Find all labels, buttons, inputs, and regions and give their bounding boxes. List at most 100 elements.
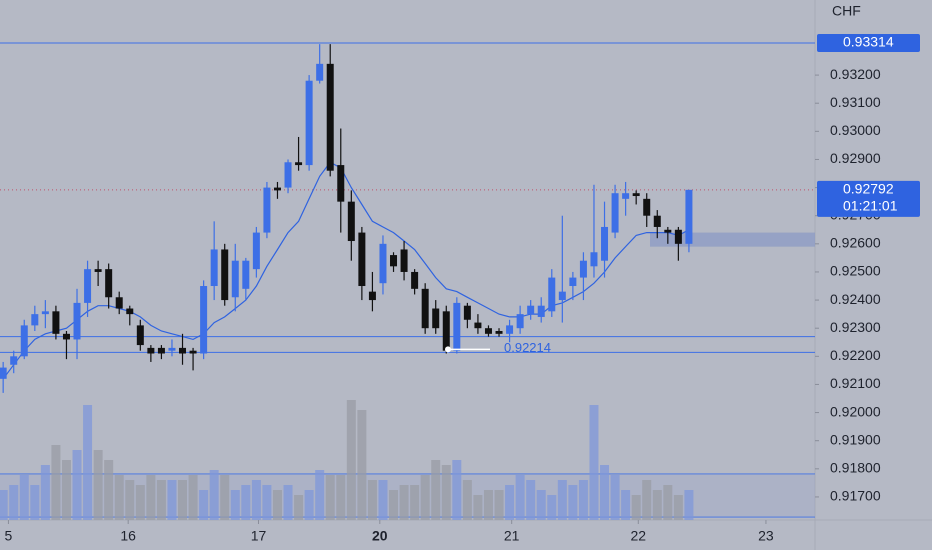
candle-body bbox=[537, 305, 545, 317]
candle-body bbox=[379, 243, 387, 284]
volume-bar bbox=[167, 480, 177, 520]
volume-bar bbox=[83, 405, 93, 520]
volume-bar bbox=[230, 490, 240, 520]
volume-bar bbox=[578, 480, 588, 520]
candle-body bbox=[316, 63, 324, 81]
candle-body bbox=[31, 314, 39, 326]
volume-bar bbox=[93, 450, 103, 520]
volume-bar bbox=[51, 445, 61, 520]
x-tick-label: 21 bbox=[504, 528, 520, 544]
candle-body bbox=[432, 308, 440, 329]
volume-bar bbox=[515, 475, 525, 520]
y-tick-label: 0.92900 bbox=[830, 150, 881, 166]
candle-body bbox=[284, 162, 292, 188]
x-tick-label: 16 bbox=[120, 528, 136, 544]
volume-bar bbox=[600, 465, 610, 520]
volume-bar bbox=[199, 490, 209, 520]
y-tick-label: 0.91700 bbox=[830, 488, 881, 504]
volume-bar bbox=[642, 480, 652, 520]
volume-bar bbox=[325, 475, 335, 520]
currency: CHF bbox=[832, 3, 861, 19]
volume-bar bbox=[684, 490, 694, 520]
candle-body bbox=[20, 325, 28, 357]
candle-body bbox=[273, 187, 281, 191]
volume-bar bbox=[146, 475, 156, 520]
candle-body bbox=[569, 277, 577, 287]
candle-body bbox=[200, 286, 208, 354]
candle-body bbox=[601, 226, 609, 261]
volume-bar bbox=[410, 485, 420, 520]
candle-body bbox=[136, 325, 144, 346]
candle-body bbox=[326, 63, 334, 171]
last-price-tag: 0.92792 bbox=[843, 181, 894, 197]
candle-body bbox=[179, 347, 187, 354]
y-tick-label: 0.93200 bbox=[830, 66, 881, 82]
candle-body bbox=[590, 252, 598, 267]
candle-body bbox=[611, 193, 619, 233]
annotation-dot bbox=[445, 346, 451, 353]
volume-bar bbox=[156, 480, 166, 520]
candle-body bbox=[632, 193, 640, 197]
y-tick-label: 0.92300 bbox=[830, 319, 881, 335]
candle-body bbox=[252, 232, 260, 270]
candle-body bbox=[41, 311, 49, 315]
candle-body bbox=[400, 249, 408, 272]
volume-bar bbox=[389, 490, 399, 520]
y-tick-label: 0.93100 bbox=[830, 94, 881, 110]
volume-bar bbox=[431, 460, 441, 520]
volume-bar bbox=[367, 480, 377, 520]
candle-body bbox=[516, 314, 524, 329]
volume-bar bbox=[72, 450, 82, 520]
volume-bar bbox=[536, 490, 546, 520]
candle-body bbox=[506, 325, 514, 334]
x-tick-label: 20 bbox=[372, 528, 388, 544]
volume-bar bbox=[420, 475, 430, 520]
volume-bar bbox=[135, 485, 145, 520]
candle-body bbox=[115, 297, 123, 309]
volume-bar bbox=[251, 480, 261, 520]
candle-body bbox=[685, 189, 693, 244]
volume-bar bbox=[505, 485, 515, 520]
candle-body bbox=[337, 165, 345, 202]
volume-bar bbox=[462, 480, 472, 520]
volume-bar bbox=[304, 490, 314, 520]
x-tick-label: 23 bbox=[758, 528, 774, 544]
candle-body bbox=[52, 311, 60, 334]
volume-bar bbox=[399, 485, 409, 520]
candle-body bbox=[0, 367, 7, 379]
volume-bar bbox=[441, 465, 451, 520]
candle-body bbox=[358, 232, 366, 287]
candle-body bbox=[664, 229, 672, 233]
volume-bar bbox=[188, 475, 198, 520]
candle-body bbox=[643, 198, 651, 216]
y-tick-label: 0.91900 bbox=[830, 431, 881, 447]
volume-bar bbox=[104, 460, 114, 520]
volume-bar bbox=[125, 480, 135, 520]
candle-body bbox=[368, 291, 376, 301]
candle-body bbox=[305, 80, 313, 166]
countdown: 01:21:01 bbox=[843, 198, 898, 214]
volume-bar bbox=[272, 490, 282, 520]
volume-bar bbox=[294, 495, 304, 520]
candle-body bbox=[474, 322, 482, 329]
last-price-tag-bg bbox=[817, 180, 920, 217]
volume-bar bbox=[631, 495, 641, 520]
candle-body bbox=[674, 229, 682, 244]
volume-bar bbox=[114, 475, 124, 520]
volume-bar bbox=[209, 470, 219, 520]
candle-body bbox=[168, 347, 176, 351]
candle-body bbox=[653, 215, 661, 227]
candle-body bbox=[411, 271, 419, 289]
y-tick-label: 0.92200 bbox=[830, 347, 881, 363]
volume-bar bbox=[589, 405, 599, 520]
candle-body bbox=[210, 249, 218, 287]
volume-bar bbox=[61, 460, 71, 520]
candle-body bbox=[105, 269, 113, 298]
volume-bar bbox=[262, 485, 272, 520]
candle-body bbox=[147, 347, 155, 354]
x-tick-label: 5 bbox=[5, 528, 13, 544]
volume-bar bbox=[452, 460, 462, 520]
x-tick-label: 22 bbox=[630, 528, 646, 544]
